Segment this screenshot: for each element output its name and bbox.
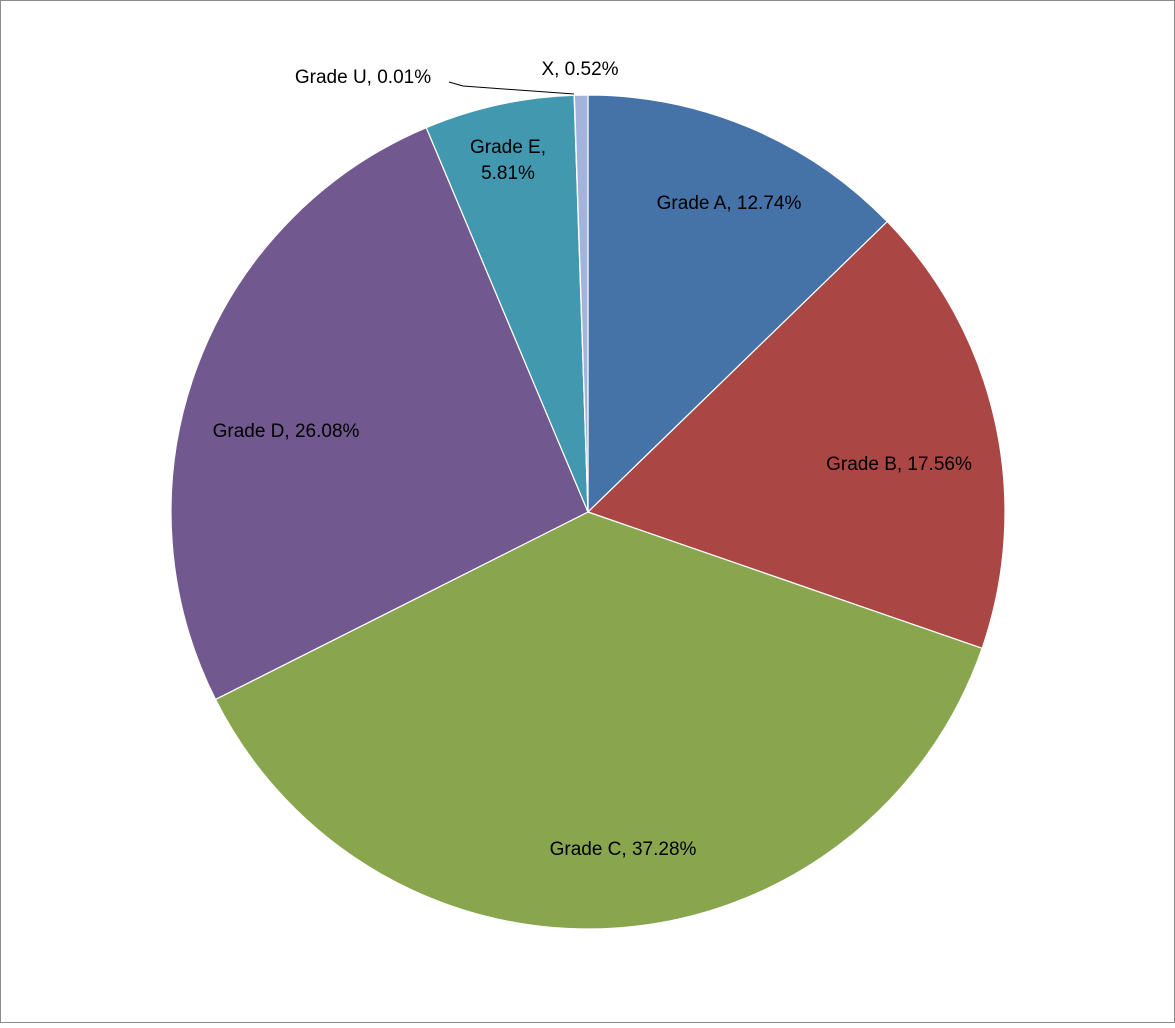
pie-slice-x	[573, 94, 589, 513]
pie-slice-grade-b	[586, 220, 1006, 650]
pie-slice-grade-c	[214, 511, 983, 930]
data-label-grade-a: Grade A, 12.74%	[657, 193, 802, 214]
data-label-grade-b: Grade B, 17.56%	[826, 454, 972, 475]
data-label-line: 5.81%	[481, 163, 535, 184]
leader-line-grade-u	[448, 81, 575, 95]
data-label-grade-d: Grade D, 26.08%	[213, 421, 360, 442]
data-label-x: X, 0.52%	[541, 59, 618, 80]
leader-lines	[448, 81, 575, 95]
slices-layer	[170, 94, 1006, 930]
pie-slice-grade-e	[425, 94, 589, 513]
pie-slice-grade-a	[587, 94, 889, 514]
data-label-grade-e: Grade E, 5.81%	[470, 137, 546, 184]
data-labels: Grade A, 12.74% Grade B, 17.56% Grade C, 3…	[213, 59, 972, 860]
data-label-line: Grade E,	[470, 137, 546, 158]
data-label-grade-u: Grade U, 0.01%	[295, 67, 431, 88]
pie-slice-grade-d	[170, 126, 589, 701]
data-label-grade-c: Grade C, 37.28%	[550, 839, 697, 860]
